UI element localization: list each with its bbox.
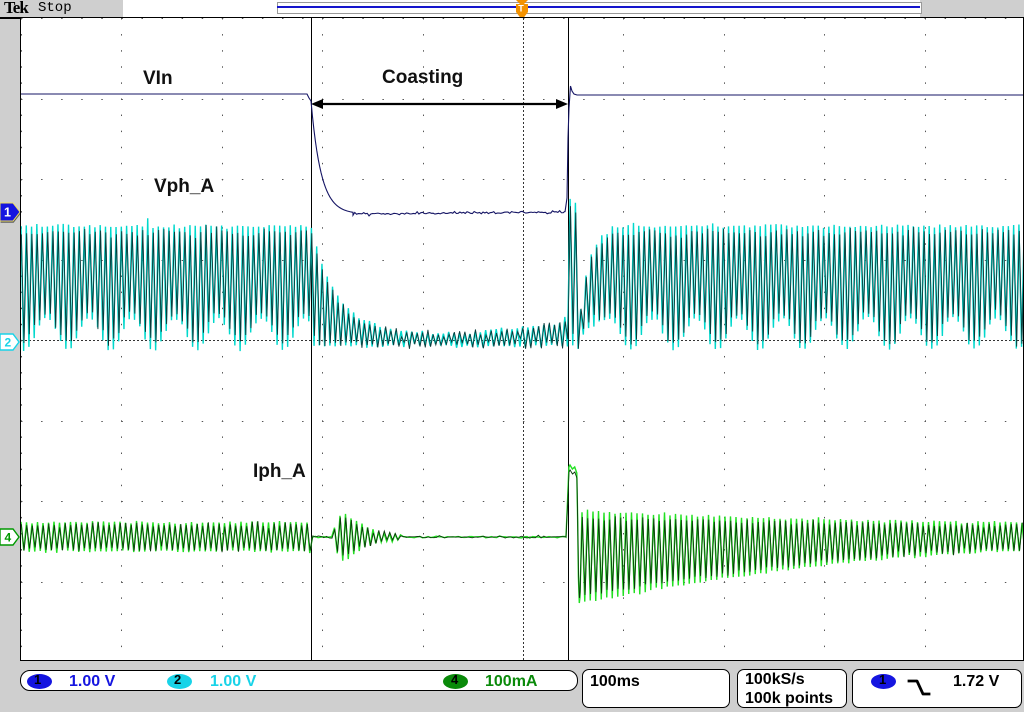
svg-text:1: 1 [4,206,11,220]
svg-text:2: 2 [5,336,12,350]
svg-text:4: 4 [5,531,12,545]
